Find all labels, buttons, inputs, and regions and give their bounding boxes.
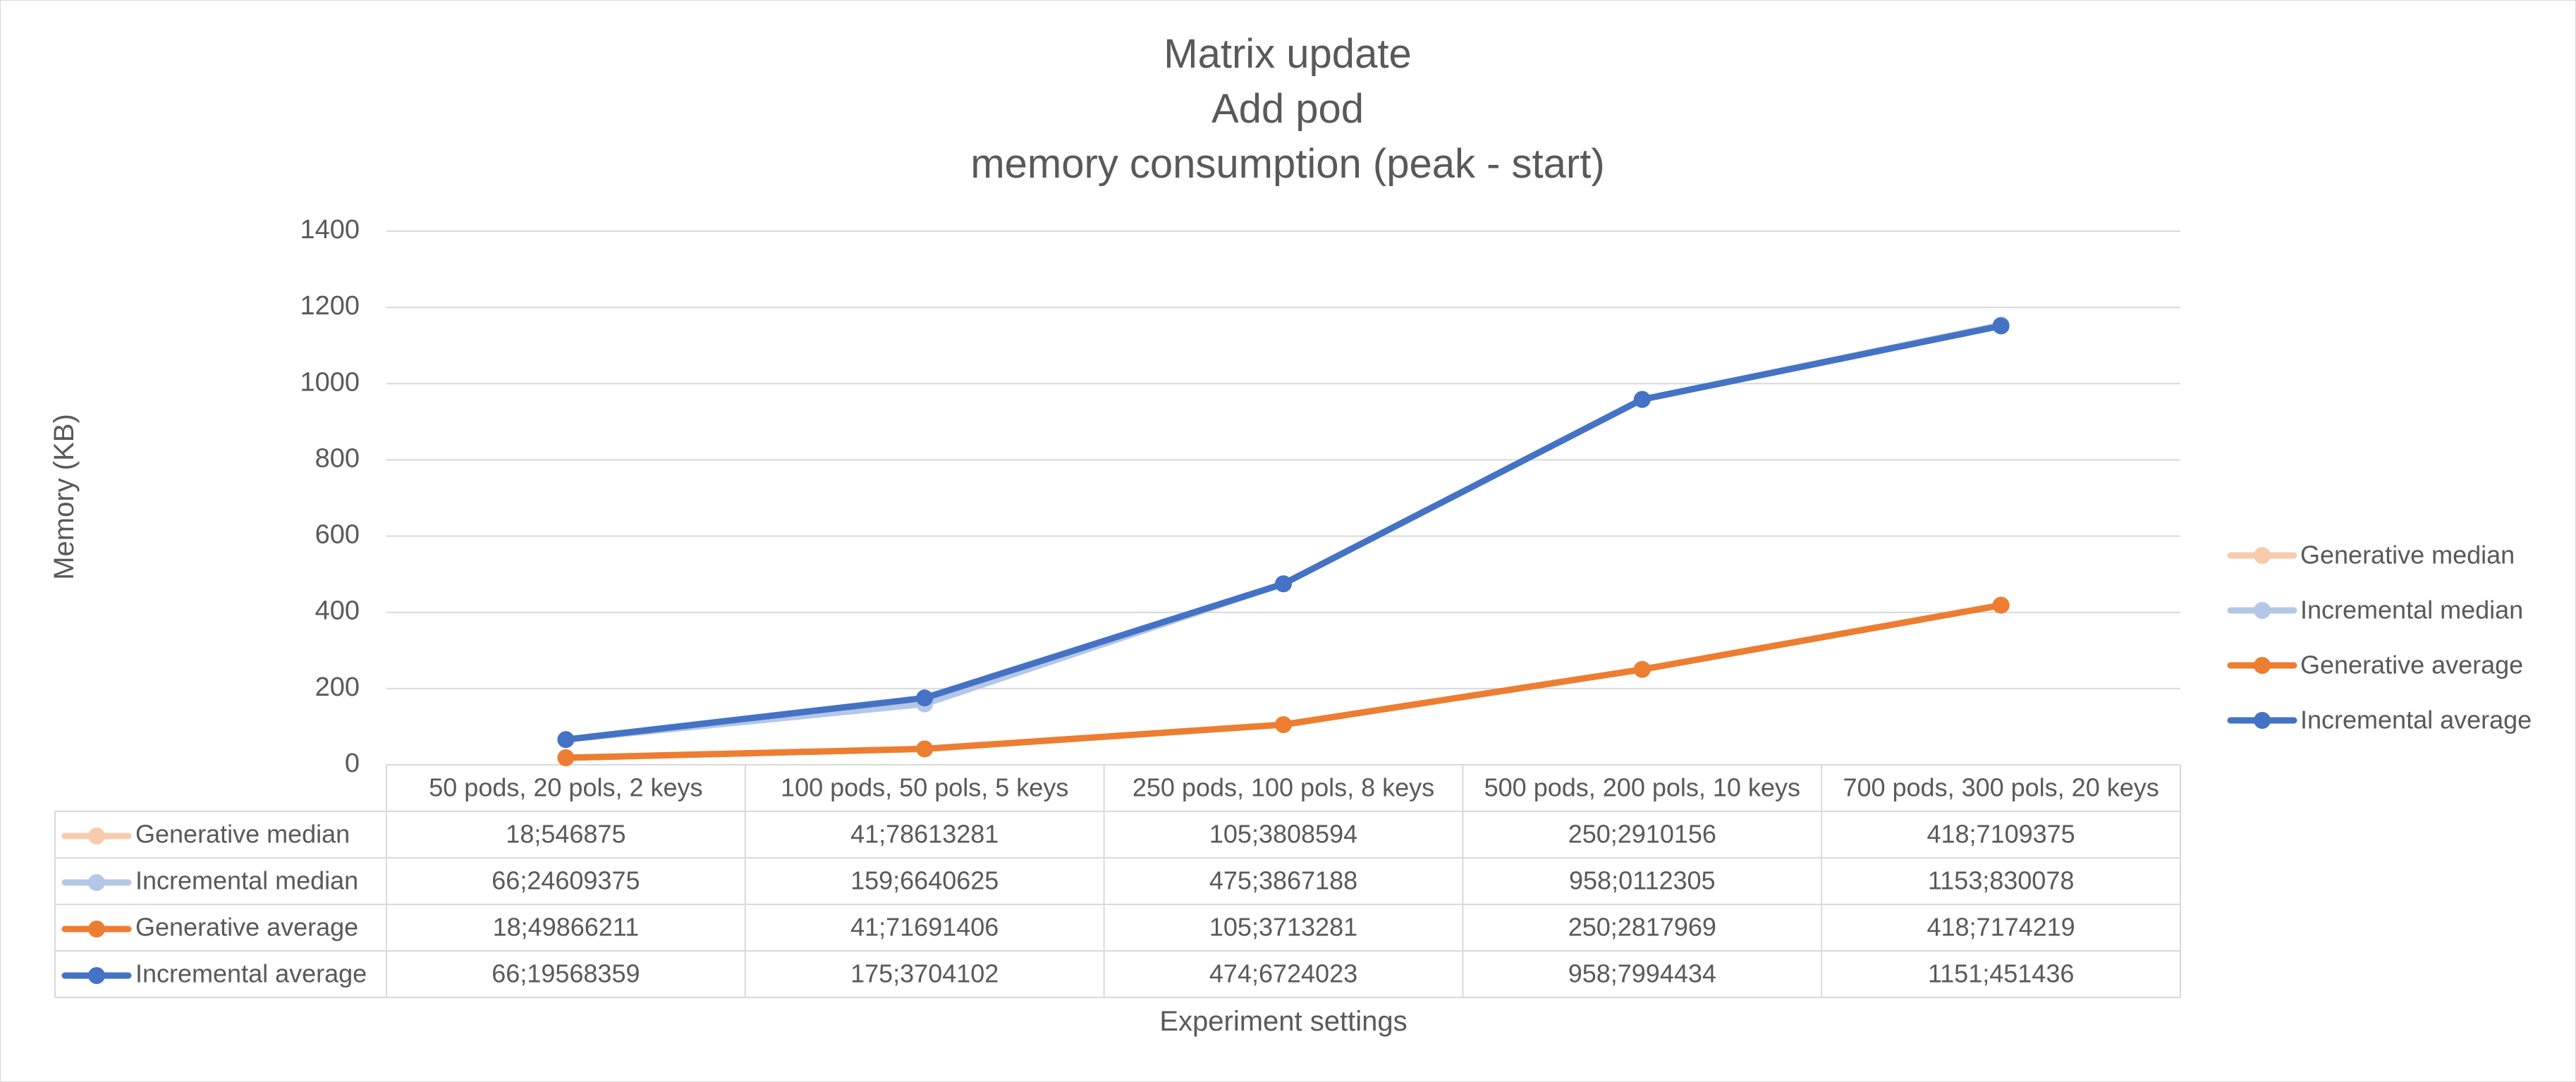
data-point-generative-average-4 — [1633, 660, 1651, 678]
table-cell-generative-median-3: 105;3808594 — [1209, 820, 1357, 849]
y-tick-label-0: 0 — [345, 749, 360, 778]
y-tick-label-200: 200 — [315, 672, 360, 702]
table-row-header-generative-average: Generative average — [135, 913, 358, 942]
table-cell-incremental-median-4: 958;0112305 — [1569, 866, 1716, 895]
table-legend-key-generative-average — [61, 921, 132, 937]
data-point-incremental-average-2 — [916, 689, 934, 707]
gridlines — [386, 230, 2180, 689]
table-cell-generative-median-5: 418;7109375 — [1927, 820, 2075, 849]
table-cell-generative-average-4: 250;2817969 — [1568, 913, 1716, 942]
data-point-generative-average-2 — [916, 740, 934, 758]
table-row-header-generative-median: Generative median — [135, 820, 350, 849]
series-generative-median — [557, 596, 2010, 766]
x-axis-label: Experiment settings — [1159, 1006, 1407, 1037]
y-axis-label: Memory (KB) — [49, 414, 80, 580]
table-cell-incremental-average-1: 66;19568359 — [492, 959, 640, 988]
table-cell-generative-average-5: 418;7174219 — [1927, 913, 2075, 942]
legend-key-marker — [2254, 602, 2271, 619]
series-incremental-average — [557, 317, 2010, 749]
x-category-label-3: 250 pods, 100 pols, 8 keys — [1133, 773, 1434, 802]
series-line-incremental-average — [562, 322, 2005, 743]
table-cell-generative-median-2: 41;78613281 — [850, 820, 999, 849]
series-generative-average — [557, 596, 2010, 766]
legend-label-incremental-average: Incremental average — [2300, 706, 2532, 734]
legend-item-generative-average: Generative average — [2227, 651, 2523, 680]
legend-key-marker — [2254, 547, 2271, 564]
x-category-label-1: 50 pods, 20 pols, 2 keys — [429, 773, 702, 802]
table-cell-generative-average-1: 18;49866211 — [493, 913, 640, 942]
table-cell-generative-median-1: 18;546875 — [506, 820, 625, 849]
legend-item-incremental-median: Incremental median — [2227, 596, 2523, 625]
table-row-header-incremental-median: Incremental median — [135, 866, 358, 895]
data-point-incremental-average-3 — [1275, 575, 1292, 593]
table-cell-incremental-median-2: 159;6640625 — [850, 866, 999, 895]
x-category-label-5: 700 pods, 300 pols, 20 keys — [1843, 773, 2159, 802]
data-point-incremental-average-1 — [557, 731, 575, 749]
data-point-generative-average-5 — [1992, 596, 2010, 614]
series-line-incremental-median — [562, 321, 2005, 743]
chart-title-line-2: Add pod — [1211, 86, 1364, 132]
table-cell-incremental-average-3: 474;6724023 — [1209, 959, 1357, 988]
table-legend-key-marker — [88, 967, 105, 984]
y-tick-label-600: 600 — [315, 520, 360, 550]
table-legend-key-marker — [88, 874, 105, 891]
series-line-generative-average — [562, 602, 2005, 761]
legend-key-marker — [2254, 657, 2271, 674]
y-tick-label-800: 800 — [315, 443, 360, 473]
table-cell-generative-median-4: 250;2910156 — [1568, 820, 1716, 849]
data-point-generative-average-3 — [1275, 716, 1292, 734]
data-table: 50 pods, 20 pols, 2 keys 100 pods, 50 pol… — [54, 764, 2181, 998]
table-cell-generative-average-2: 41;71691406 — [850, 913, 999, 942]
legend-label-generative-average: Generative average — [2300, 651, 2523, 680]
chart-title: Matrix update Add pod memory consumption… — [970, 31, 1604, 187]
series-line-generative-median — [562, 602, 2005, 761]
legend-label-generative-median: Generative median — [2300, 541, 2515, 570]
legend-key-marker — [2254, 712, 2271, 729]
legend-item-incremental-average: Incremental average — [2227, 706, 2532, 734]
table-row-header-incremental-average: Incremental average — [135, 959, 367, 988]
data-point-incremental-average-4 — [1633, 391, 1651, 408]
x-category-label-2: 100 pods, 50 pols, 5 keys — [781, 773, 1068, 802]
data-point-generative-average-1 — [557, 749, 575, 766]
series-lines — [557, 316, 2010, 766]
table-cell-incremental-average-2: 175;3704102 — [850, 959, 999, 988]
table-legend-key-incremental-average — [61, 967, 132, 984]
table-cell-incremental-average-4: 958;7994434 — [1568, 959, 1716, 988]
legend-item-generative-median: Generative median — [2227, 541, 2515, 570]
table-legend-key-generative-median — [61, 828, 132, 844]
y-axis-tick-labels: 0 200 400 600 800 1000 1200 1400 — [300, 215, 360, 778]
table-legend-key-marker — [88, 921, 105, 937]
y-tick-label-1400: 1400 — [300, 215, 360, 245]
y-tick-label-1000: 1000 — [300, 367, 360, 397]
y-tick-label-1200: 1200 — [300, 291, 360, 321]
table-legend-key-marker — [88, 828, 105, 844]
series-incremental-median — [557, 316, 2010, 749]
chart-title-line-1: Matrix update — [1164, 31, 1411, 77]
table-cell-incremental-median-1: 66;24609375 — [492, 866, 640, 895]
table-cell-generative-average-3: 105;3713281 — [1209, 913, 1357, 942]
table-cell-incremental-median-5: 1153;830078 — [1928, 866, 2075, 895]
table-cell-incremental-average-5: 1151;451436 — [1928, 959, 2075, 988]
x-category-label-4: 500 pods, 200 pols, 10 keys — [1484, 773, 1800, 802]
chart-title-line-3: memory consumption (peak - start) — [970, 141, 1604, 187]
table-legend-key-incremental-median — [61, 874, 132, 891]
legend: Generative median Incremental median Gener… — [2227, 541, 2532, 734]
legend-label-incremental-median: Incremental median — [2300, 596, 2523, 625]
data-point-incremental-average-5 — [1992, 317, 2010, 335]
y-tick-label-400: 400 — [315, 596, 360, 626]
table-cell-incremental-median-3: 475;3867188 — [1209, 866, 1357, 895]
